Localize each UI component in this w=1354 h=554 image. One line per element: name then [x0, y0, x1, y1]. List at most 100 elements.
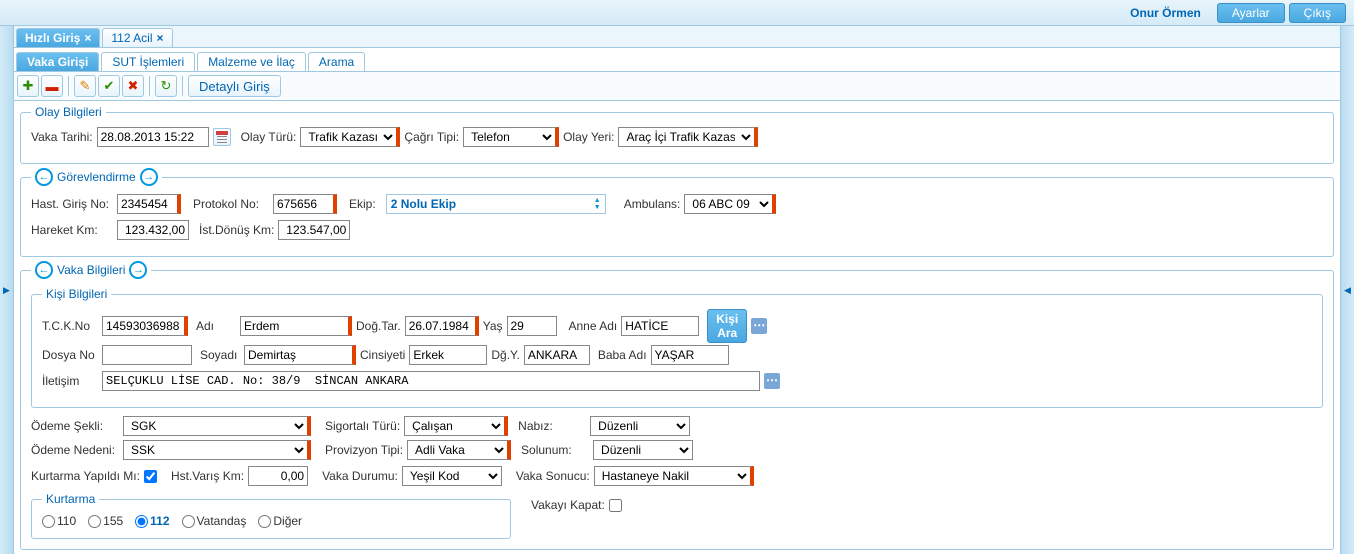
edit-button[interactable]: ✎ [74, 75, 96, 97]
iletisim-label: İletişim [42, 374, 98, 388]
kurtarma-legend: Kurtarma [42, 492, 99, 506]
ist-donus-km-label: İst.Dönüş Km: [199, 223, 274, 237]
logout-button[interactable]: Çıkış [1289, 3, 1346, 23]
solunum-select[interactable]: Düzenli [593, 440, 693, 460]
dosya-no-input[interactable] [102, 345, 192, 365]
kurtarma-yapildi-label: Kurtarma Yapıldı Mı: [31, 469, 140, 483]
yas-label: Yaş [483, 319, 503, 333]
radio-vatandas[interactable]: Vatandaş [182, 514, 247, 528]
toolbar: ✚ ▬ ✎ ✔ ✖ ↻ Detaylı Giriş [14, 72, 1340, 101]
dog-tar-input[interactable] [405, 316, 479, 336]
dgy-input[interactable] [524, 345, 590, 365]
sub-tab-sut[interactable]: SUT İşlemleri [101, 52, 195, 71]
tab-112-acil[interactable]: 112 Acil × [102, 28, 172, 47]
nabiz-select[interactable]: Düzenli [590, 416, 690, 436]
odeme-sekli-select[interactable]: SGK [123, 416, 311, 436]
soyadi-input[interactable] [244, 345, 356, 365]
ekip-combo[interactable]: 2 Nolu Ekip ▲▼ [386, 194, 606, 214]
dgy-label: Dğ.Y. [491, 348, 519, 362]
vaka-tarihi-label: Vaka Tarihi: [31, 130, 93, 144]
vaka-sonucu-select[interactable]: Hastaneye Nakil [594, 466, 754, 486]
hst-varis-km-label: Hst.Varış Km: [171, 469, 244, 483]
kisi-ara-button[interactable]: Kişi Ara [707, 309, 747, 343]
solunum-label: Solunum: [521, 443, 589, 457]
vakayi-kapat-checkbox[interactable] [609, 499, 622, 512]
ambulans-select[interactable]: 06 ABC 09 [684, 194, 776, 214]
arrow-left-icon[interactable]: ← [35, 261, 53, 279]
top-bar: Onur Örmen Ayarlar Çıkış [0, 0, 1354, 26]
hareket-km-input[interactable] [117, 220, 189, 240]
odeme-sekli-label: Ödeme Şekli: [31, 419, 119, 433]
check-icon: ✔ [104, 78, 115, 94]
dosya-no-label: Dosya No [42, 348, 98, 362]
pencil-icon: ✎ [80, 78, 91, 94]
expand-right-icon[interactable]: ◀ [1340, 26, 1354, 554]
baba-adi-input[interactable] [651, 345, 729, 365]
arrow-right-icon[interactable]: → [129, 261, 147, 279]
ist-donus-km-input[interactable] [278, 220, 350, 240]
hst-varis-km-input[interactable] [248, 466, 308, 486]
vaka-durumu-select[interactable]: Yeşil Kod [402, 466, 502, 486]
sub-tab-malzeme[interactable]: Malzeme ve İlaç [197, 52, 306, 71]
sub-tabs: Vaka Girişi SUT İşlemleri Malzeme ve İla… [14, 50, 1340, 72]
cagri-tipi-select[interactable]: Telefon [463, 127, 559, 147]
hast-giris-no-label: Hast. Giriş No: [31, 197, 113, 211]
cancel-button[interactable]: ✖ [122, 75, 144, 97]
spinner-icon[interactable]: ▲▼ [594, 197, 601, 211]
calendar-icon[interactable] [213, 128, 231, 146]
yas-input[interactable] [507, 316, 557, 336]
sub-tab-vaka-girisi[interactable]: Vaka Girişi [16, 52, 99, 71]
vaka-durumu-label: Vaka Durumu: [322, 469, 398, 483]
olay-turu-select[interactable]: Trafik Kazası [300, 127, 400, 147]
x-icon: ✖ [128, 78, 139, 94]
radio-155[interactable]: 155 [88, 514, 123, 528]
sub-tab-arama[interactable]: Arama [308, 52, 365, 71]
ekip-label: Ekip: [349, 197, 376, 211]
provizyon-tipi-select[interactable]: Adli Vaka [407, 440, 511, 460]
odeme-nedeni-select[interactable]: SSK [123, 440, 311, 460]
sigortali-turu-select[interactable]: Çalışan [404, 416, 508, 436]
vaka-legend: ← Vaka Bilgileri → [31, 261, 151, 279]
soyadi-label: Soyadı [200, 348, 240, 362]
protokol-no-input[interactable] [273, 194, 337, 214]
anne-adi-input[interactable] [621, 316, 699, 336]
radio-diger[interactable]: Diğer [258, 514, 302, 528]
vaka-bilgileri: ← Vaka Bilgileri → Kişi Bilgileri T.C.K.… [20, 261, 1334, 550]
olay-yeri-select[interactable]: Araç İçi Trafik Kazası [618, 127, 758, 147]
sigortali-turu-label: Sigortalı Türü: [325, 419, 400, 433]
radio-110[interactable]: 110 [42, 514, 76, 528]
more-icon[interactable]: ⋯ [764, 373, 780, 389]
refresh-button[interactable]: ↻ [155, 75, 177, 97]
minus-icon: ▬ [46, 79, 59, 94]
remove-button[interactable]: ▬ [41, 75, 63, 97]
user-label: Onur Örmen [1130, 6, 1201, 20]
iletisim-input[interactable] [102, 371, 760, 391]
vaka-sonucu-label: Vaka Sonucu: [516, 469, 590, 483]
nabiz-label: Nabız: [518, 419, 586, 433]
plus-icon: ✚ [23, 78, 34, 94]
kurtarma-yapildi-checkbox[interactable] [144, 470, 157, 483]
tckn-input[interactable] [102, 316, 188, 336]
confirm-button[interactable]: ✔ [98, 75, 120, 97]
gorevlendirme: ← Görevlendirme → Hast. Giriş No: Protok… [20, 168, 1334, 257]
expand-left-icon[interactable]: ▶ [0, 26, 14, 554]
tab-label: 112 Acil [111, 31, 152, 45]
adi-input[interactable] [240, 316, 352, 336]
olay-legend: Olay Bilgileri [31, 105, 106, 119]
tab-hizli-giris[interactable]: Hızlı Giriş × [16, 28, 100, 47]
refresh-icon: ↻ [161, 78, 172, 94]
cinsiyeti-input[interactable] [409, 345, 487, 365]
settings-button[interactable]: Ayarlar [1217, 3, 1285, 23]
close-icon[interactable]: × [84, 31, 91, 45]
detail-button[interactable]: Detaylı Giriş [188, 75, 281, 97]
add-button[interactable]: ✚ [17, 75, 39, 97]
arrow-right-icon[interactable]: → [140, 168, 158, 186]
vaka-tarihi-input[interactable] [97, 127, 209, 147]
arrow-left-icon[interactable]: ← [35, 168, 53, 186]
radio-112[interactable]: 112 [135, 514, 169, 528]
cagri-tipi-label: Çağrı Tipi: [404, 130, 459, 144]
hast-giris-no-input[interactable] [117, 194, 181, 214]
close-icon[interactable]: × [157, 31, 164, 45]
tckn-label: T.C.K.No [42, 319, 98, 333]
more-icon[interactable]: ⋯ [751, 318, 767, 334]
